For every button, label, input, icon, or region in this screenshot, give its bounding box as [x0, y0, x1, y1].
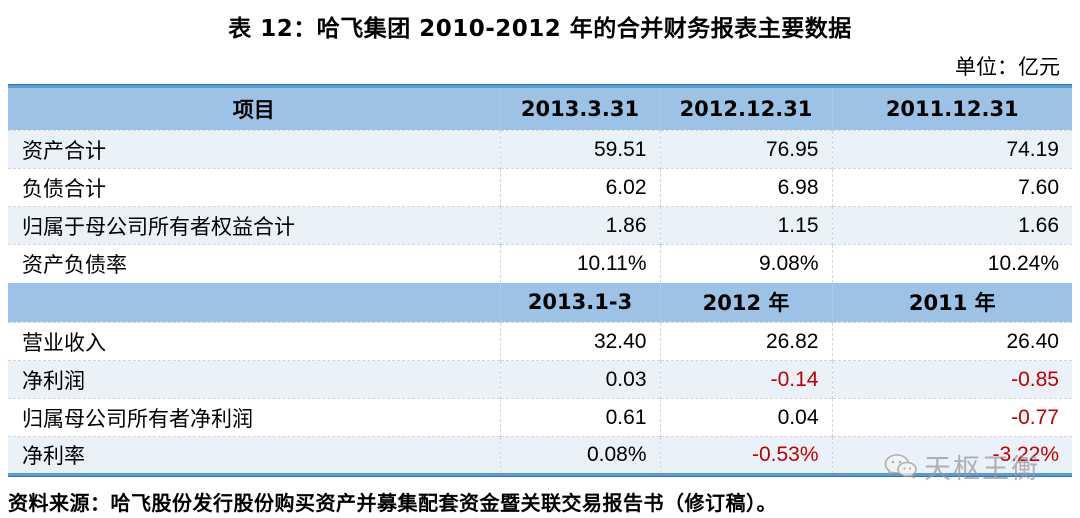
financial-table: 项目 2013.3.31 2012.12.31 2011.12.31 资产合计 … — [8, 84, 1072, 477]
header-cell-item: 项目 — [8, 86, 500, 131]
header-cell-2011-year: 2011 年 — [831, 282, 1072, 323]
row-label: 营业收入 — [8, 322, 500, 361]
value-cell: 10.11% — [499, 244, 660, 283]
row-label: 资产负债率 — [8, 244, 500, 283]
value-cell: 76.95 — [659, 130, 832, 169]
row-label: 归属母公司所有者净利润 — [8, 398, 500, 437]
header-cell-2012-12-31: 2012.12.31 — [659, 86, 832, 131]
table-row-revenue: 营业收入 32.40 26.82 26.40 — [8, 322, 1072, 361]
value-cell: 0.61 — [499, 398, 660, 437]
value-cell: 9.08% — [659, 244, 832, 283]
row-label: 资产合计 — [8, 130, 500, 169]
value-cell: 10.24% — [831, 244, 1072, 283]
value-cell: 7.60 — [831, 168, 1072, 207]
table-row-debt-ratio: 资产负债率 10.11% 9.08% 10.24% — [8, 244, 1072, 283]
header-cell-2011-12-31: 2011.12.31 — [831, 86, 1072, 131]
table-row-parent-equity: 归属于母公司所有者权益合计 1.86 1.15 1.66 — [8, 206, 1072, 245]
row-label: 净利润 — [8, 360, 500, 399]
row-label: 净利率 — [8, 436, 500, 475]
value-cell: -0.53% — [659, 436, 832, 475]
income-statement-header-row: 2013.1-3 2012 年 2011 年 — [8, 282, 1072, 323]
table-title: 表 12：哈飞集团 2010-2012 年的合并财务报表主要数据 — [228, 16, 852, 42]
value-cell: -3.22% — [831, 436, 1072, 475]
source-note: 资料来源：哈飞股份发行股份购买资产并募集配套资金暨关联交易报告书（修订稿）。 — [8, 487, 1072, 518]
value-cell: 74.19 — [831, 130, 1072, 169]
table-row-total-assets: 资产合计 59.51 76.95 74.19 — [8, 130, 1072, 169]
value-cell: 0.04 — [659, 398, 832, 437]
row-label: 归属于母公司所有者权益合计 — [8, 206, 500, 245]
value-cell: 1.86 — [499, 206, 660, 245]
header-cell-2012-year: 2012 年 — [659, 282, 832, 323]
value-cell: 1.66 — [831, 206, 1072, 245]
value-cell: 26.40 — [831, 322, 1072, 361]
table-row-net-profit: 净利润 0.03 -0.14 -0.85 — [8, 360, 1072, 399]
header-cell-2013-q1: 2013.1-3 — [499, 282, 660, 323]
table-row-parent-net-profit: 归属母公司所有者净利润 0.61 0.04 -0.77 — [8, 398, 1072, 437]
value-cell: 1.15 — [659, 206, 832, 245]
value-cell: 0.08% — [499, 436, 660, 475]
value-cell: -0.14 — [659, 360, 832, 399]
balance-sheet-header-row: 项目 2013.3.31 2012.12.31 2011.12.31 — [8, 86, 1072, 131]
value-cell: 6.98 — [659, 168, 832, 207]
row-label: 负债合计 — [8, 168, 500, 207]
header-cell-2013-3-31: 2013.3.31 — [499, 86, 660, 131]
table-row-net-margin: 净利率 0.08% -0.53% -3.22% — [8, 436, 1072, 475]
value-cell: 6.02 — [499, 168, 660, 207]
value-cell: -0.77 — [831, 398, 1072, 437]
value-cell: 0.03 — [499, 360, 660, 399]
header-cell-blank — [8, 282, 500, 323]
unit-label: 单位：亿元 — [955, 55, 1060, 79]
value-cell: -0.85 — [831, 360, 1072, 399]
value-cell: 32.40 — [499, 322, 660, 361]
value-cell: 59.51 — [499, 130, 660, 169]
table-row-total-liabilities: 负债合计 6.02 6.98 7.60 — [8, 168, 1072, 207]
value-cell: 26.82 — [659, 322, 832, 361]
